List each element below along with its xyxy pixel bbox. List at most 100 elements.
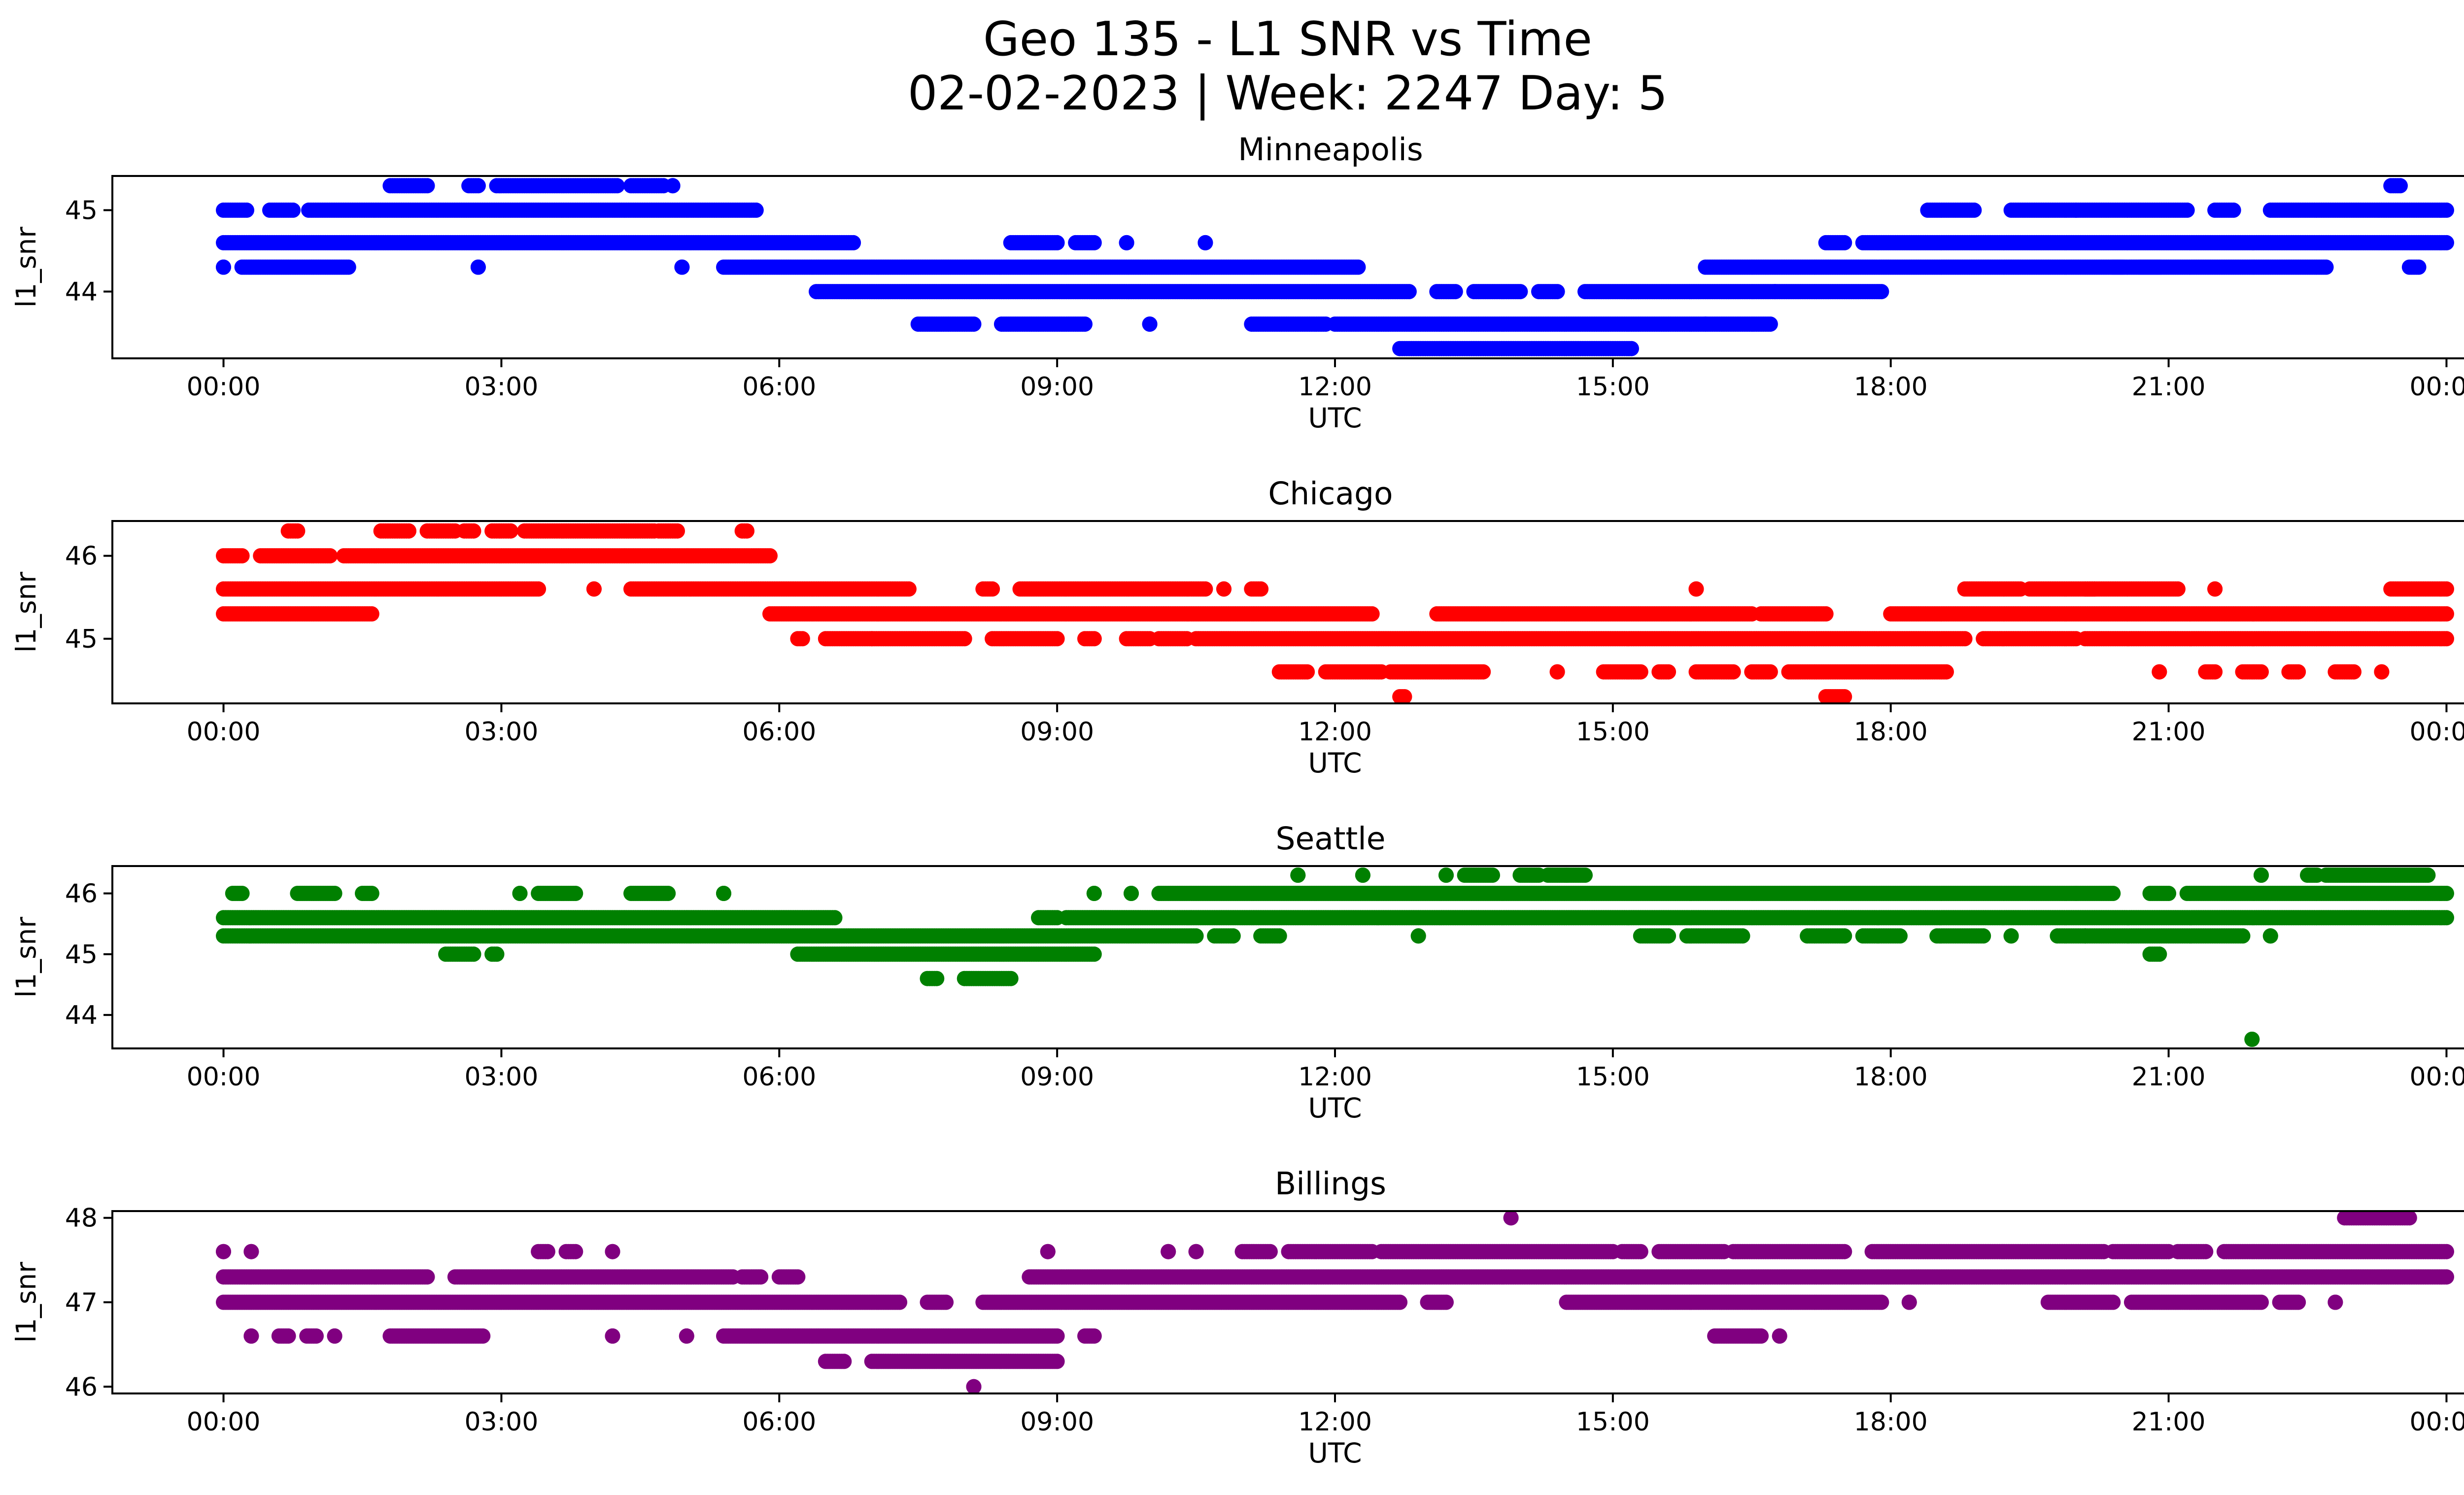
data-point	[2254, 664, 2269, 680]
data-point	[341, 259, 356, 275]
data-point	[2179, 202, 2195, 218]
x-tick-label: 12:00	[1298, 717, 1372, 747]
data-point	[1077, 316, 1093, 332]
data-point	[1512, 284, 1528, 300]
data-point	[1364, 606, 1380, 622]
x-tick-label: 06:00	[742, 372, 816, 402]
data-point	[1549, 664, 1565, 680]
data-point	[1447, 284, 1463, 300]
data-point	[1549, 284, 1565, 300]
data-point	[1198, 581, 1213, 597]
x-axis-label: UTC	[1308, 747, 1362, 779]
data-point	[1633, 664, 1648, 680]
data-point	[364, 606, 379, 622]
data-point	[2439, 606, 2454, 622]
data-point	[285, 202, 301, 218]
data-point	[216, 259, 231, 275]
data-point	[470, 259, 486, 275]
data-point	[1350, 259, 1366, 275]
data-point	[1086, 235, 1102, 250]
data-point	[901, 581, 917, 597]
data-point	[609, 178, 625, 194]
data-point	[674, 259, 690, 275]
data-point	[1624, 341, 1639, 356]
data-point	[1401, 284, 1417, 300]
data-point	[1049, 235, 1065, 250]
data-point	[1762, 316, 1778, 332]
data-point	[1086, 631, 1102, 647]
x-tick-label: 03:00	[464, 717, 538, 747]
data-point	[2225, 202, 2241, 218]
data-point	[234, 548, 250, 564]
data-point	[2152, 664, 2167, 680]
data-point	[2346, 664, 2361, 680]
x-tick-label: 15:00	[1576, 717, 1650, 747]
data-point	[1475, 664, 1491, 680]
y-tick-label: 46	[65, 542, 98, 571]
data-point	[2291, 664, 2306, 680]
data-point	[1762, 664, 1778, 680]
data-point	[1253, 581, 1269, 597]
x-tick-label: 00:00	[187, 717, 261, 747]
data-point	[665, 178, 681, 194]
data-point	[531, 581, 547, 597]
data-point	[2439, 202, 2454, 218]
data-point	[985, 581, 1000, 597]
data-point	[1688, 581, 1704, 597]
data-point	[503, 523, 518, 539]
data-point	[401, 523, 416, 539]
subplot-title: Minneapolis	[1238, 132, 1423, 168]
data-point	[957, 631, 972, 647]
data-point	[794, 631, 810, 647]
data-point	[2318, 259, 2334, 275]
data-point	[670, 523, 685, 539]
data-point	[1725, 664, 1741, 680]
data-point	[1119, 235, 1134, 250]
data-point	[470, 178, 486, 194]
data-point	[2439, 581, 2454, 597]
data-point	[1957, 631, 1973, 647]
data-point	[1874, 284, 1889, 300]
x-tick-label: 15:00	[1576, 372, 1650, 402]
y-axis-label: l1_snr	[10, 227, 42, 308]
data-point	[2393, 178, 2408, 194]
data-point	[1939, 664, 1954, 680]
subplot-title: Chicago	[1268, 476, 1393, 512]
x-tick-label: 09:00	[1020, 372, 1094, 402]
data-point	[239, 202, 254, 218]
data-point	[2207, 664, 2223, 680]
x-tick-label: 12:00	[1298, 372, 1372, 402]
data-point	[1216, 581, 1232, 597]
data-point	[2374, 664, 2390, 680]
x-tick-label: 00:00	[2410, 717, 2464, 747]
data-point	[2439, 631, 2454, 647]
data-point	[762, 548, 778, 564]
data-point	[1142, 316, 1158, 332]
y-axis-label: l1_snr	[10, 572, 42, 653]
data-point	[1397, 689, 1412, 704]
data-point	[2170, 581, 2186, 597]
data-point	[2411, 259, 2427, 275]
data-point	[1966, 202, 1982, 218]
x-axis-label: UTC	[1308, 402, 1362, 434]
x-tick-label: 06:00	[742, 717, 816, 747]
x-tick-label: 00:00	[187, 372, 261, 402]
data-point	[466, 523, 481, 539]
data-point	[290, 523, 306, 539]
data-point	[1661, 664, 1677, 680]
data-point	[586, 581, 602, 597]
subplot-chicago: Chicago 45 46 00:00 03:00 06:00 09:00 12:00 15…	[10, 476, 2464, 779]
data-point	[1837, 235, 1852, 250]
data-point	[1300, 664, 1315, 680]
data-point	[1198, 235, 1213, 250]
x-tick-label: 21:00	[2132, 717, 2206, 747]
x-tick-label: 03:00	[464, 372, 538, 402]
x-tick-label: 21:00	[2132, 372, 2206, 402]
data-point	[1818, 606, 1834, 622]
data-point	[2207, 581, 2223, 597]
data-point	[419, 178, 435, 194]
x-tick-label: 09:00	[1020, 717, 1094, 747]
y-tick-label: 45	[65, 625, 98, 654]
x-tick-label: 00:00	[2410, 372, 2464, 402]
